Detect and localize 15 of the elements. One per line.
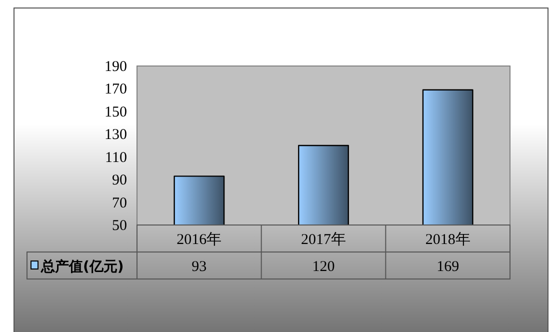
- x-tick-label: 2018年: [425, 231, 470, 248]
- data-label: 93: [192, 259, 207, 275]
- legend-label: 总产值(亿元): [40, 258, 124, 275]
- y-tick-label: 130: [104, 127, 127, 144]
- y-tick-label: 70: [112, 195, 127, 212]
- y-tick-label: 190: [104, 59, 127, 75]
- data-label: 120: [312, 259, 335, 275]
- y-tick-label: 170: [104, 82, 127, 98]
- x-tick-label: 2016年: [176, 231, 222, 248]
- y-tick-label: 90: [112, 172, 127, 189]
- data-label: 169: [436, 259, 460, 275]
- y-tick-label: 150: [104, 104, 127, 120]
- y-tick-label: 110: [105, 150, 127, 166]
- x-tick-label: 2017年: [301, 231, 346, 248]
- y-tick-label: 50: [112, 218, 127, 234]
